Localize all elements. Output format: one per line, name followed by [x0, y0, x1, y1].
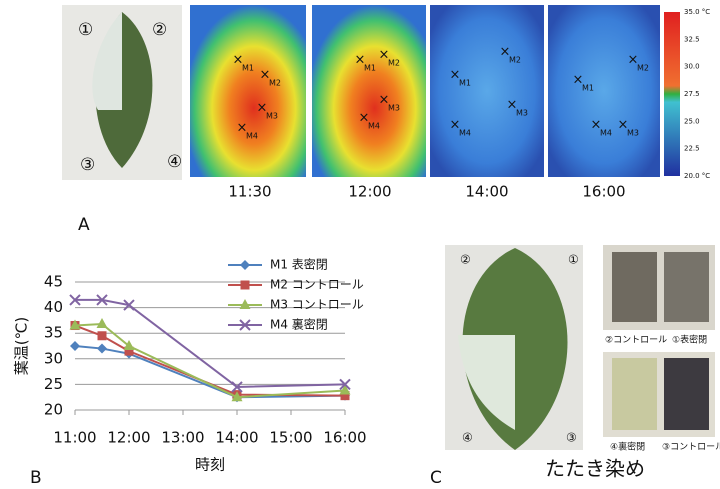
caption: たたき染め [545, 457, 645, 481]
swatch [664, 358, 709, 430]
y-tick-label: 35 [44, 324, 63, 342]
x-tick-label: 12:00 [107, 429, 150, 447]
time-label: 14:00 [465, 183, 508, 201]
time-label: 11:30 [228, 183, 271, 201]
colorbar-label: 25.0 [684, 117, 700, 125]
thermal-image [312, 5, 426, 177]
swatch-label: ②コントロール [605, 336, 667, 346]
point-label: M3 [388, 104, 400, 113]
legend-label: M3 コントロール [270, 298, 364, 312]
y-tick-label: 25 [44, 375, 63, 393]
legend-label: M2 コントロール [270, 278, 364, 292]
point-label: M4 [246, 132, 258, 141]
quadrant-label: ④ [167, 152, 182, 172]
legend-marker [240, 260, 250, 270]
time-label: 16:00 [582, 183, 625, 201]
quadrant-label: ② [460, 253, 471, 267]
marker [98, 331, 107, 340]
quadrant-label: ③ [566, 431, 577, 445]
colorbar-label: 22.5 [684, 145, 700, 153]
point-label: M3 [516, 109, 528, 118]
thermal-image [190, 5, 306, 177]
quadrant-label: ③ [80, 155, 95, 175]
quadrant-label: ② [152, 20, 167, 40]
point-label: M2 [388, 59, 400, 68]
x-tick-label: 14:00 [215, 429, 258, 447]
panel-letter: A [78, 215, 90, 235]
swatch-label: ①表密閉 [672, 334, 707, 346]
x-tick-label: 16:00 [323, 429, 366, 447]
series-line [75, 346, 345, 397]
point-label: M3 [627, 129, 639, 138]
quadrant-label: ① [78, 20, 93, 40]
colorbar-label: 27.5 [684, 90, 700, 98]
marker [70, 341, 80, 351]
point-label: M4 [600, 129, 612, 138]
point-label: M4 [459, 129, 471, 138]
legend-marker [241, 281, 250, 290]
colorbar-label: 30.0 [684, 63, 700, 71]
quadrant-label: ① [568, 253, 579, 267]
y-tick-label: 30 [44, 349, 63, 367]
y-tick-label: 40 [44, 298, 63, 316]
point-label: M3 [266, 112, 278, 121]
x-tick-label: 15:00 [269, 429, 312, 447]
point-label: M4 [368, 122, 380, 131]
quadrant-label: ④ [462, 431, 473, 445]
swatch [612, 252, 657, 322]
point-label: M1 [242, 64, 254, 73]
point-label: M1 [582, 84, 594, 93]
colorbar-label: 35.0 °C [684, 8, 710, 16]
y-tick-label: 20 [44, 401, 63, 419]
thermal-image [548, 5, 660, 177]
point-label: M1 [364, 64, 376, 73]
point-label: M1 [459, 79, 471, 88]
swatch-label: ④裏密閉 [610, 441, 645, 453]
swatch [612, 358, 657, 430]
point-label: M2 [269, 79, 281, 88]
thermal-image [430, 5, 544, 177]
swatch [664, 252, 709, 322]
figure: ① ② ③ ④ 11:30 12:00 14:00 16:00 A B ② ① … [0, 0, 720, 485]
colorbar [664, 12, 680, 176]
panel-letter: C [430, 468, 442, 485]
time-label: 12:00 [348, 183, 391, 201]
colorbar-label: 20.0 °C [684, 172, 710, 180]
legend-label: M1 表密閉 [270, 257, 328, 272]
panel-letter: B [30, 468, 42, 485]
point-label: M2 [637, 64, 649, 73]
x-tick-label: 11:00 [53, 429, 96, 447]
colorbar-label: 32.5 [684, 35, 700, 43]
point-label: M2 [509, 56, 521, 65]
legend-label: M4 裏密閉 [270, 317, 328, 332]
y-tick-label: 45 [44, 273, 63, 291]
x-tick-label: 13:00 [161, 429, 204, 447]
marker [124, 340, 135, 350]
x-axis-label: 時刻 [195, 456, 225, 474]
swatch-label: ③コントロール [662, 443, 720, 453]
marker [97, 318, 108, 328]
y-axis-label: 葉温(℃) [13, 317, 31, 376]
marker [97, 344, 107, 354]
